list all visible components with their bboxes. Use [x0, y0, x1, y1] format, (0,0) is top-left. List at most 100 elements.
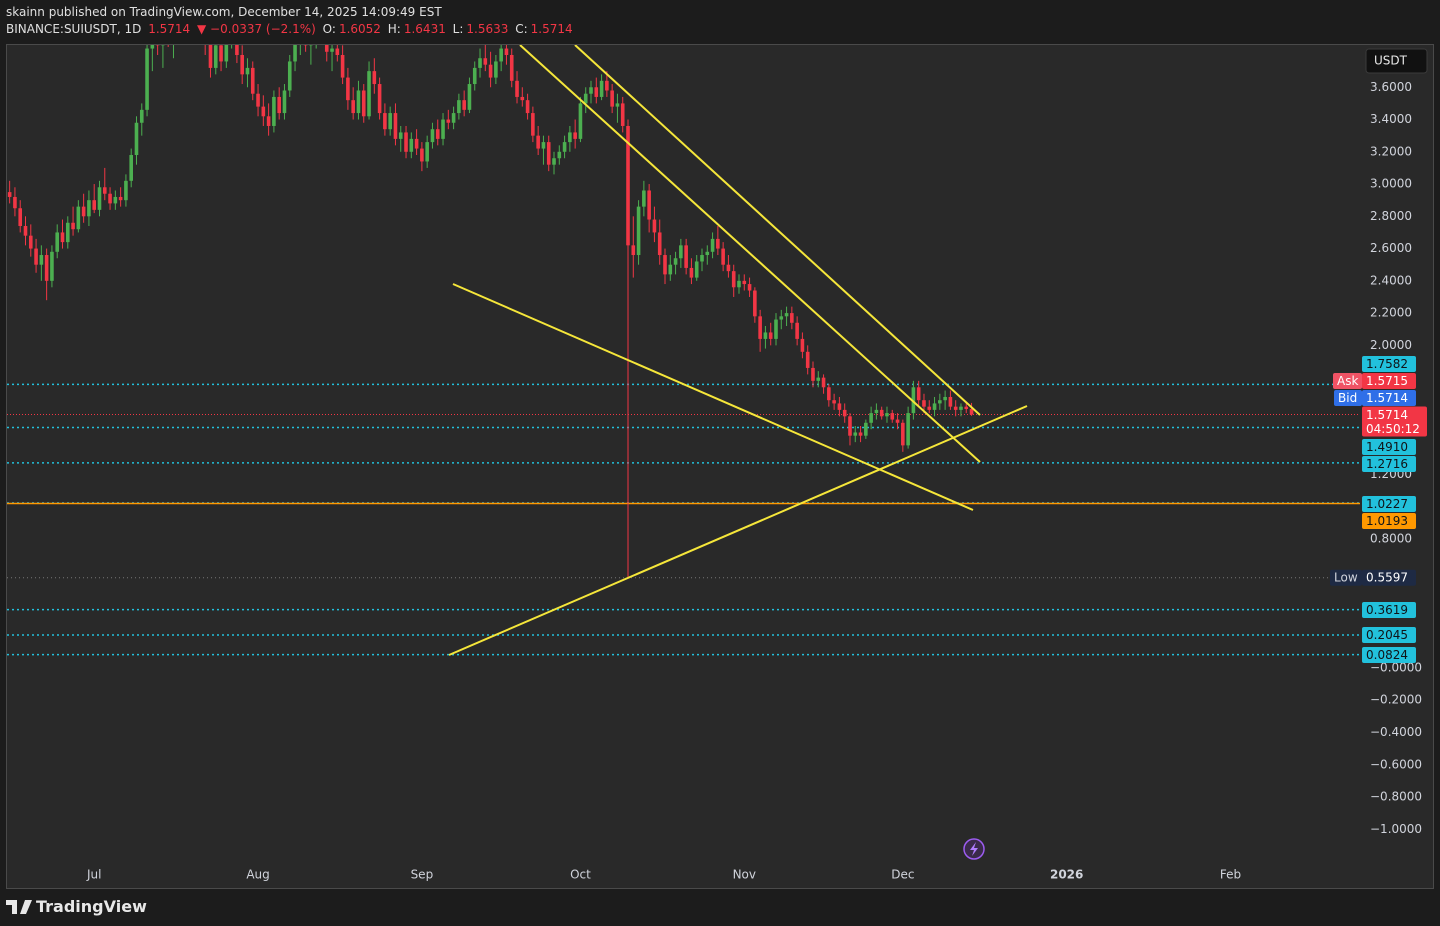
candle-body	[435, 129, 440, 139]
candle-body	[409, 138, 414, 152]
countdown: 04:50:12	[1366, 422, 1420, 436]
close-label: C:	[515, 22, 528, 36]
candle-body	[483, 58, 488, 65]
candle-body	[277, 96, 281, 114]
candle-body	[647, 190, 651, 220]
candle-body	[673, 258, 678, 265]
candle-body	[393, 113, 398, 139]
candle-body	[193, 3, 197, 19]
candle-body	[642, 190, 646, 207]
candle-body	[705, 251, 710, 256]
candle-body	[599, 80, 604, 97]
candle-body	[768, 332, 773, 339]
trend-line	[519, 45, 981, 463]
candle-body	[605, 80, 609, 91]
candle-body	[583, 93, 588, 104]
y-tick-label: 3.4000	[1370, 112, 1412, 126]
candle-body	[747, 284, 752, 291]
currency-box[interactable]	[1365, 48, 1428, 74]
candle-body	[964, 406, 969, 410]
level-label: 0.3619	[1366, 603, 1408, 617]
bid-tag-box	[1334, 390, 1362, 406]
candle-body	[615, 103, 620, 107]
candle-body	[774, 319, 778, 339]
candle-body	[299, 32, 303, 42]
trend-line	[448, 405, 1028, 656]
trend-lines	[448, 45, 1028, 656]
candle-body	[330, 48, 334, 52]
candle-body	[515, 80, 519, 97]
x-tick-label: Jul	[86, 868, 101, 882]
candle-body	[335, 48, 340, 56]
candle-body	[208, 45, 213, 68]
candle-body	[837, 403, 842, 410]
candle-body	[7, 192, 12, 197]
candle-body	[309, 45, 313, 46]
candle-body	[832, 400, 836, 404]
candle-body	[462, 100, 466, 110]
ask-tag-box	[1333, 373, 1362, 389]
brand-name: TradingView	[36, 897, 147, 916]
candle-body	[742, 280, 747, 285]
close-value: 1.5714	[530, 22, 573, 36]
candle-body	[821, 377, 826, 388]
candle-body	[578, 103, 583, 139]
candle-body	[811, 367, 815, 381]
candle-body	[610, 90, 614, 107]
candle-body	[737, 280, 741, 288]
candle-body	[753, 290, 757, 317]
y-tick-label: −0.0000	[1370, 660, 1422, 674]
level-label-box	[1362, 513, 1416, 529]
symbol: BINANCE:SUIUSDT, 1D	[6, 22, 142, 36]
symbol-line: BINANCE:SUIUSDT, 1D 1.5714 ▼ −0.0337 (−2…	[6, 22, 576, 36]
candle-body	[372, 71, 377, 85]
candle-body	[763, 332, 768, 339]
y-tick-label: 2.6000	[1370, 241, 1412, 255]
candle-body	[145, 48, 149, 110]
candle-body	[81, 206, 86, 217]
level-label-box	[1362, 602, 1416, 618]
trend-line	[452, 283, 974, 511]
candle-body	[531, 113, 535, 136]
candle-body	[652, 219, 657, 233]
candle-body	[166, 31, 170, 39]
low-value: 0.5597	[1366, 571, 1408, 585]
candle-body	[320, 16, 324, 26]
candle-body	[134, 122, 139, 156]
candle-body	[922, 400, 926, 407]
publisher-line: skainn published on TradingView.com, Dec…	[6, 5, 442, 19]
candle-body	[129, 155, 134, 181]
y-tick-label: −1.0000	[1370, 822, 1422, 836]
low-tag: Low	[1334, 571, 1358, 585]
high-value: 1.6431	[403, 22, 446, 36]
level-label-box	[1362, 647, 1416, 663]
high-label: H:	[387, 22, 401, 36]
candle-body	[525, 100, 530, 114]
bid-tag: Bid	[1338, 391, 1357, 405]
low-value: 1.5633	[466, 22, 509, 36]
candle-body	[885, 413, 889, 417]
candle-body	[874, 409, 879, 414]
candle-body	[108, 193, 112, 204]
candle-body	[430, 129, 435, 143]
candle-body	[969, 409, 974, 415]
candle-body	[499, 48, 503, 62]
y-tick-label: 2.4000	[1370, 273, 1412, 287]
candle-body	[758, 316, 762, 339]
candle-body	[256, 93, 260, 107]
candle-body	[541, 142, 546, 149]
candle-body	[182, 0, 186, 7]
candle-body	[266, 116, 271, 126]
level-label-box	[1362, 496, 1416, 512]
candle-body	[124, 180, 128, 201]
candle-body	[60, 232, 65, 243]
level-label-box	[1362, 627, 1416, 643]
candle-body	[282, 90, 287, 114]
y-tick-label: −0.2000	[1370, 693, 1422, 707]
candle-body	[44, 255, 49, 281]
y-tick-label: 0.8000	[1370, 531, 1412, 545]
candle-body	[721, 248, 725, 265]
ask-value: 1.5715	[1366, 374, 1408, 388]
candle-body	[509, 55, 514, 81]
candle-body	[287, 61, 292, 91]
